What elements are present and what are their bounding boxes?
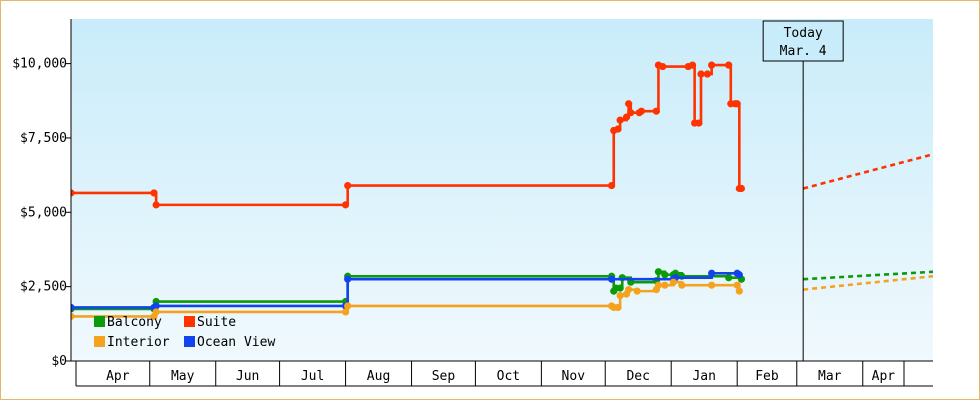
interior-point [625, 286, 633, 294]
balcony-point [616, 284, 624, 292]
interior-point [733, 281, 741, 289]
suite-point [637, 107, 646, 115]
balcony-point [654, 268, 663, 276]
legend-label-ocean-view: Ocean View [197, 335, 275, 350]
interior-point [616, 291, 624, 300]
interior-point [614, 303, 622, 312]
suite-point [71, 189, 75, 197]
legend: Balcony Suite Interior Ocean View [94, 315, 275, 350]
suite-point [725, 61, 733, 69]
interior-point [669, 278, 677, 286]
month-label: Oct [497, 369, 520, 384]
suite-point [708, 61, 716, 69]
ocean-view-point [735, 271, 743, 279]
legend-swatch-balcony [94, 316, 105, 327]
ocean-view-point [708, 269, 716, 277]
today-box [762, 20, 844, 62]
month-label: May [171, 369, 195, 384]
interior-point [341, 308, 350, 316]
ocean-view-point [71, 303, 75, 312]
suite-point [622, 113, 631, 121]
ocean-view-point [344, 275, 352, 283]
y-tick-label: $10,000 [12, 57, 67, 72]
suite-point [697, 70, 705, 78]
month-label: Nov [562, 369, 586, 384]
legend-label-suite: Suite [197, 315, 236, 330]
legend-swatch-interior [94, 336, 105, 347]
balcony-point [661, 271, 669, 279]
month-label: Jul [301, 369, 324, 384]
suite-point [652, 107, 660, 115]
interior-point [735, 287, 743, 295]
month-label: Dec [626, 369, 649, 384]
suite-point [341, 201, 350, 209]
suite-point [737, 184, 746, 193]
y-axis-ticks: $0 $2,500 $5,000 $7,500 $10,000 [12, 57, 71, 369]
x-axis-months: Apr May Jun Jul Aug Sep Oct Nov Dec Jan Feb Mar Apr [75, 361, 933, 387]
suite-point [695, 119, 703, 127]
suite-point [150, 189, 158, 197]
y-tick-label: $2,500 [20, 280, 67, 295]
suite-point [688, 61, 697, 69]
interior-point [654, 281, 663, 289]
interior-point [344, 302, 352, 310]
suite-point [614, 125, 622, 133]
suite-point [627, 109, 635, 117]
interior-point [661, 281, 669, 289]
today-marker: Today Mar. 4 [762, 20, 844, 361]
suite-point [616, 116, 624, 124]
series-layer [71, 61, 933, 320]
interior-point [678, 281, 686, 289]
month-label: Apr [872, 369, 896, 384]
suite-forecast-line [802, 153, 933, 190]
interior-point [152, 308, 160, 316]
month-label: Sep [432, 369, 456, 384]
suite-point [608, 181, 616, 190]
suite-point [344, 181, 352, 190]
interior-point [708, 281, 716, 289]
ocean-view-point [152, 302, 160, 310]
y-tick-label: $5,000 [20, 205, 67, 220]
today-date-label: Mar. 4 [780, 44, 827, 59]
y-tick-label: $0 [51, 354, 67, 369]
interior-point [633, 287, 641, 295]
suite-point [659, 62, 667, 71]
month-label: Feb [755, 369, 779, 384]
y-tick-label: $7,500 [20, 131, 67, 146]
plot-background [71, 19, 933, 361]
legend-label-interior: Interior [107, 335, 170, 350]
legend-swatch-suite [184, 316, 195, 327]
interior-forecast-line [803, 274, 933, 291]
month-label: Mar [818, 369, 842, 384]
ocean-view-point [608, 275, 616, 283]
month-label: Apr [106, 369, 130, 384]
month-label: Aug [367, 369, 390, 384]
month-label: Jun [236, 369, 259, 384]
interior-point [71, 312, 75, 320]
balcony-forecast-line [803, 270, 933, 281]
suite-point [703, 70, 711, 78]
balcony-point [725, 274, 733, 282]
today-label: Today [784, 26, 823, 41]
suite-point [625, 100, 633, 108]
month-label: Jan [692, 369, 715, 384]
suite-point [152, 201, 160, 209]
legend-label-balcony: Balcony [107, 315, 162, 330]
legend-swatch-ocean-view [184, 336, 195, 347]
suite-point [733, 100, 741, 108]
